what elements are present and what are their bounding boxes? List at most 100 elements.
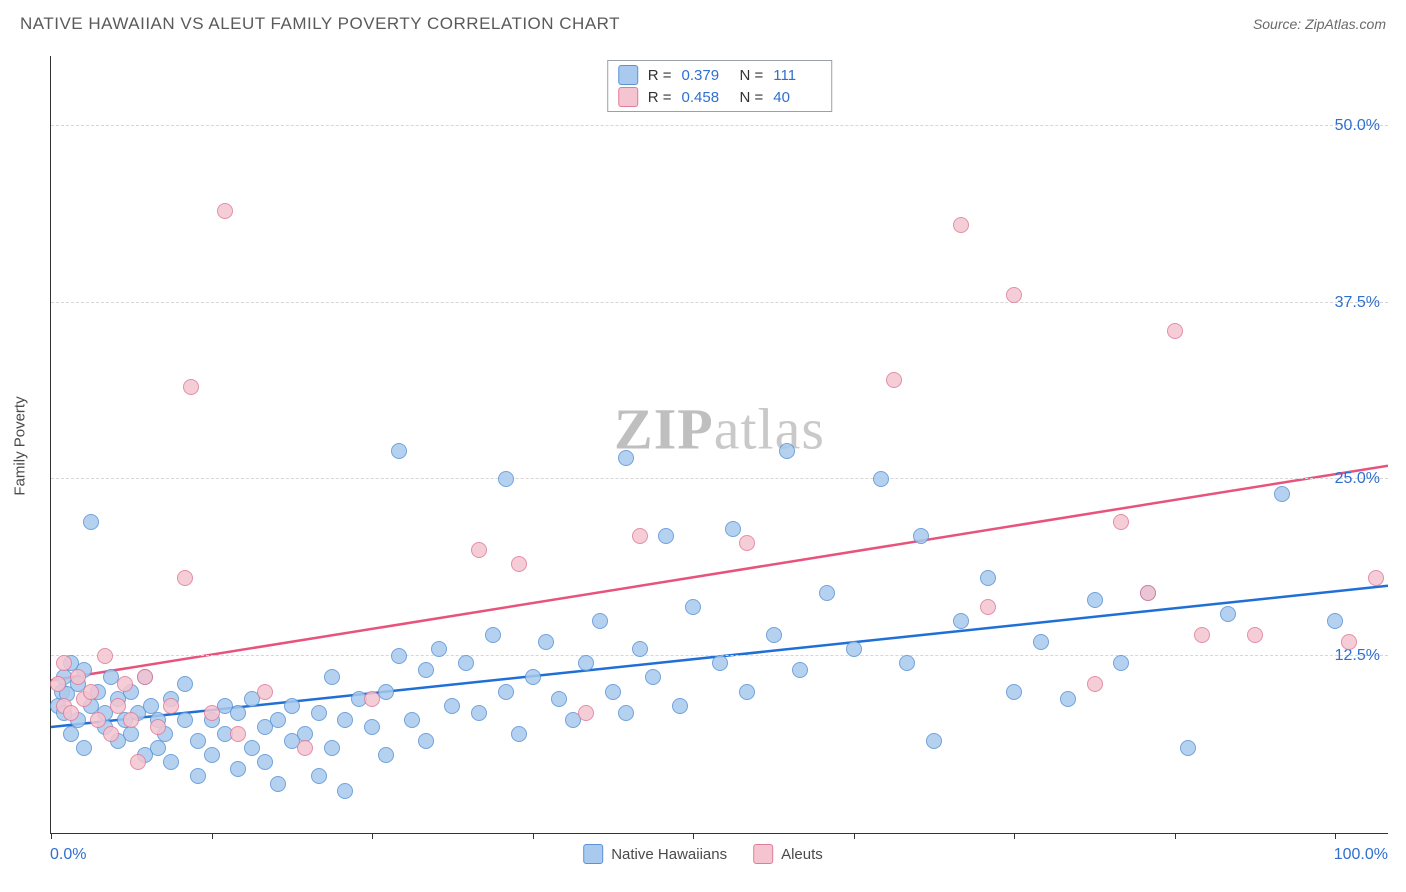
data-point xyxy=(230,726,246,742)
data-point xyxy=(1113,514,1129,530)
x-label-max: 100.0% xyxy=(1334,846,1388,864)
data-point xyxy=(1113,655,1129,671)
data-point xyxy=(605,684,621,700)
data-point xyxy=(183,379,199,395)
data-point xyxy=(632,528,648,544)
data-point xyxy=(204,705,220,721)
data-point xyxy=(926,733,942,749)
data-point xyxy=(725,521,741,537)
data-point xyxy=(137,669,153,685)
data-point xyxy=(886,372,902,388)
data-point xyxy=(90,712,106,728)
data-point xyxy=(418,733,434,749)
stats-r-label: R = xyxy=(648,89,672,106)
y-tick-label: 25.0% xyxy=(1335,470,1380,488)
data-point xyxy=(163,754,179,770)
stats-r-value: 0.458 xyxy=(682,89,730,106)
data-point xyxy=(257,754,273,770)
data-point xyxy=(779,443,795,459)
data-point xyxy=(324,669,340,685)
data-point xyxy=(217,203,233,219)
data-point xyxy=(538,634,554,650)
data-point xyxy=(190,768,206,784)
legend-item: Aleuts xyxy=(753,844,823,864)
data-point xyxy=(117,676,133,692)
data-point xyxy=(284,698,300,714)
data-point xyxy=(297,740,313,756)
gridline xyxy=(51,125,1388,126)
data-point xyxy=(525,669,541,685)
data-point xyxy=(1220,606,1236,622)
scatter-plot-area: ZIPatlas 12.5%25.0%37.5%50.0%R =0.379N =… xyxy=(50,56,1388,834)
data-point xyxy=(244,740,260,756)
data-point xyxy=(1060,691,1076,707)
data-point xyxy=(980,570,996,586)
data-point xyxy=(130,754,146,770)
data-point xyxy=(1140,585,1156,601)
data-point xyxy=(485,627,501,643)
data-point xyxy=(766,627,782,643)
data-point xyxy=(1194,627,1210,643)
data-point xyxy=(1006,287,1022,303)
legend-swatch xyxy=(583,844,603,864)
data-point xyxy=(76,740,92,756)
data-point xyxy=(1087,676,1103,692)
data-point xyxy=(83,684,99,700)
data-point xyxy=(819,585,835,601)
x-tick xyxy=(51,833,52,839)
data-point xyxy=(364,691,380,707)
legend-swatch xyxy=(753,844,773,864)
data-point xyxy=(511,556,527,572)
data-point xyxy=(70,669,86,685)
data-point xyxy=(123,726,139,742)
data-point xyxy=(1167,323,1183,339)
y-tick-label: 12.5% xyxy=(1335,647,1380,665)
x-tick xyxy=(1014,833,1015,839)
chart-title: NATIVE HAWAIIAN VS ALEUT FAMILY POVERTY … xyxy=(20,14,620,34)
stats-swatch xyxy=(618,87,638,107)
data-point xyxy=(792,662,808,678)
data-point xyxy=(177,712,193,728)
data-point xyxy=(1327,613,1343,629)
data-point xyxy=(163,698,179,714)
data-point xyxy=(899,655,915,671)
stats-n-value: 40 xyxy=(773,89,821,106)
chart-header: NATIVE HAWAIIAN VS ALEUT FAMILY POVERTY … xyxy=(0,0,1406,48)
data-point xyxy=(391,443,407,459)
data-point xyxy=(578,705,594,721)
source-prefix: Source: xyxy=(1253,16,1305,32)
legend-label: Aleuts xyxy=(781,846,823,863)
trend-line xyxy=(51,466,1388,681)
data-point xyxy=(712,655,728,671)
data-point xyxy=(1274,486,1290,502)
gridline xyxy=(51,478,1388,479)
source-link[interactable]: ZipAtlas.com xyxy=(1305,16,1386,32)
data-point xyxy=(150,719,166,735)
data-point xyxy=(739,535,755,551)
data-point xyxy=(980,599,996,615)
source-attribution: Source: ZipAtlas.com xyxy=(1253,16,1386,32)
x-tick xyxy=(372,833,373,839)
data-point xyxy=(1087,592,1103,608)
data-point xyxy=(1180,740,1196,756)
data-point xyxy=(685,599,701,615)
stats-r-value: 0.379 xyxy=(682,67,730,84)
stats-n-value: 111 xyxy=(773,67,821,84)
data-point xyxy=(150,740,166,756)
data-point xyxy=(110,698,126,714)
data-point xyxy=(618,450,634,466)
data-point xyxy=(230,705,246,721)
x-tick xyxy=(1335,833,1336,839)
data-point xyxy=(739,684,755,700)
data-point xyxy=(458,655,474,671)
data-point xyxy=(97,648,113,664)
x-tick xyxy=(854,833,855,839)
data-point xyxy=(56,655,72,671)
data-point xyxy=(1033,634,1049,650)
data-point xyxy=(63,726,79,742)
data-point xyxy=(83,514,99,530)
stats-n-label: N = xyxy=(740,67,764,84)
data-point xyxy=(324,740,340,756)
data-point xyxy=(645,669,661,685)
y-tick-label: 37.5% xyxy=(1335,294,1380,312)
